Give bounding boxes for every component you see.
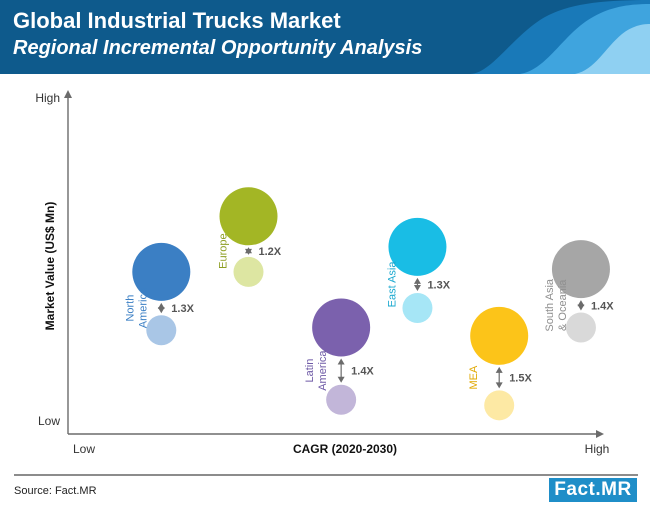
chart-title: Global Industrial Trucks Market xyxy=(13,8,341,33)
y-axis-title: Market Value (US$ Mn) xyxy=(43,202,57,331)
bubble-forecast-latin-america xyxy=(326,384,357,415)
region-east-asia: 1.3X East Asia xyxy=(386,217,451,324)
region-label-line: America xyxy=(317,350,329,391)
bubble-current-mea xyxy=(470,306,529,365)
region-label-north-america: NorthAmerica xyxy=(124,287,149,328)
chart-subtitle: Regional Incremental Opportunity Analysi… xyxy=(13,37,423,59)
y-tick-high: High xyxy=(35,91,60,105)
multiplier-label-mea: 1.5X xyxy=(509,373,532,385)
region-label-line: & Oceania xyxy=(557,279,569,331)
bubble-forecast-europe xyxy=(233,256,264,287)
bubble-forecast-north-america xyxy=(146,315,177,346)
bubble-forecast-south-asia-oceania xyxy=(565,312,596,343)
connector-head-bottom-latin-america xyxy=(337,376,345,383)
region-label-latin-america: LatinAmerica xyxy=(304,350,329,391)
x-tick-high: High xyxy=(585,442,610,456)
connector-head-bottom-mea xyxy=(495,382,503,389)
header-banner: Global Industrial Trucks Market Regional… xyxy=(0,0,650,74)
multiplier-label-east-asia: 1.3X xyxy=(427,279,450,291)
connector-head-top-latin-america xyxy=(337,358,345,365)
region-label-line: East Asia xyxy=(386,261,398,308)
chart-axes: High Low Low High CAGR (2020-2030) Market Val… xyxy=(35,90,610,456)
y-tick-low: Low xyxy=(38,414,60,428)
region-latin-america: 1.4X LatinAmerica xyxy=(304,298,374,415)
bubble-current-south-asia-oceania xyxy=(551,240,610,299)
region-europe: 1.2X Europe xyxy=(218,187,282,287)
bubble-current-europe xyxy=(219,187,278,246)
chart-marks: 1.3XNorthAmerica1.2XEurope1.4XLatinAmeri… xyxy=(124,187,614,421)
connector-head-bottom-south-asia-oceania xyxy=(577,304,585,311)
region-label-europe: Europe xyxy=(218,233,230,268)
x-tick-low: Low xyxy=(73,442,95,456)
bubble-forecast-mea xyxy=(484,390,515,421)
bubble-current-east-asia xyxy=(388,217,447,276)
region-label-south-asia-oceania: South Asia& Oceania xyxy=(544,278,569,331)
region-label-east-asia: East Asia xyxy=(386,261,398,308)
region-label-line: Europe xyxy=(218,233,230,268)
bubble-current-north-america xyxy=(132,242,191,301)
region-label-line: South Asia xyxy=(544,278,556,331)
footer-divider xyxy=(14,474,638,476)
region-north-america: 1.3X NorthAmerica xyxy=(124,242,195,346)
region-label-mea: MEA xyxy=(468,365,480,390)
source-note: Source: Fact.MR xyxy=(14,485,97,497)
region-mea: 1.5X MEA xyxy=(468,306,532,421)
x-axis-title: CAGR (2020-2030) xyxy=(293,442,397,456)
region-south-asia-oceania: 1.4X South Asia& Oceania xyxy=(544,240,614,343)
region-label-line: Latin xyxy=(304,359,316,383)
connector-head-bottom-north-america xyxy=(157,307,165,314)
bubble-chart: High Low Low High CAGR (2020-2030) Market Val… xyxy=(35,90,614,456)
multiplier-label-europe: 1.2X xyxy=(259,246,282,258)
multiplier-label-latin-america: 1.4X xyxy=(351,366,374,378)
region-label-line: North xyxy=(124,295,136,322)
bubble-forecast-east-asia xyxy=(402,293,433,324)
region-label-line: MEA xyxy=(468,365,480,390)
multiplier-label-north-america: 1.3X xyxy=(171,303,194,315)
multiplier-label-south-asia-oceania: 1.4X xyxy=(591,300,614,312)
bubble-current-latin-america xyxy=(312,298,371,357)
connector-head-top-mea xyxy=(495,366,503,373)
header-decoration xyxy=(470,0,650,74)
connector-head-bottom-east-asia xyxy=(413,285,421,292)
factmr-logo: Fact.MR xyxy=(549,478,637,502)
connector-head-bottom-europe xyxy=(245,248,252,255)
connector-head-top-east-asia xyxy=(413,277,421,284)
region-label-line: America xyxy=(137,287,149,328)
